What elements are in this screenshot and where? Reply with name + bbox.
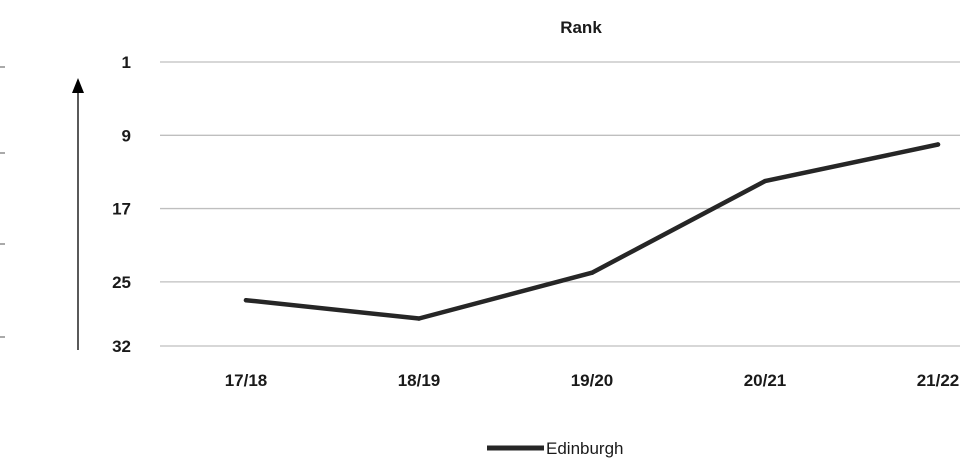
- data-point: [762, 178, 768, 184]
- y-tick-label: 25: [112, 273, 131, 292]
- y-tick-label: 17: [112, 200, 131, 219]
- legend: Edinburgh: [487, 439, 624, 458]
- data-point: [935, 142, 941, 147]
- legend-label-edinburgh: Edinburgh: [546, 439, 624, 458]
- y-tick-label: 9: [122, 126, 131, 145]
- series-line-edinburgh: [243, 142, 941, 321]
- data-point: [589, 270, 595, 275]
- x-tick-label: 21/22: [917, 371, 960, 390]
- x-tick-label: 20/21: [744, 371, 787, 390]
- x-tick-label: 19/20: [571, 371, 614, 390]
- arrow-head-icon: [72, 78, 84, 93]
- y-tick-label: 32: [112, 337, 131, 356]
- x-tick-label: 18/19: [398, 371, 441, 390]
- rank-direction-arrow: [72, 78, 84, 350]
- chart-title: Rank: [560, 18, 602, 37]
- x-tick-label: 17/18: [225, 371, 268, 390]
- data-point: [243, 297, 249, 303]
- left-margin-ticks: [0, 66, 5, 338]
- data-point: [416, 316, 422, 321]
- y-tick-label: 1: [122, 53, 131, 72]
